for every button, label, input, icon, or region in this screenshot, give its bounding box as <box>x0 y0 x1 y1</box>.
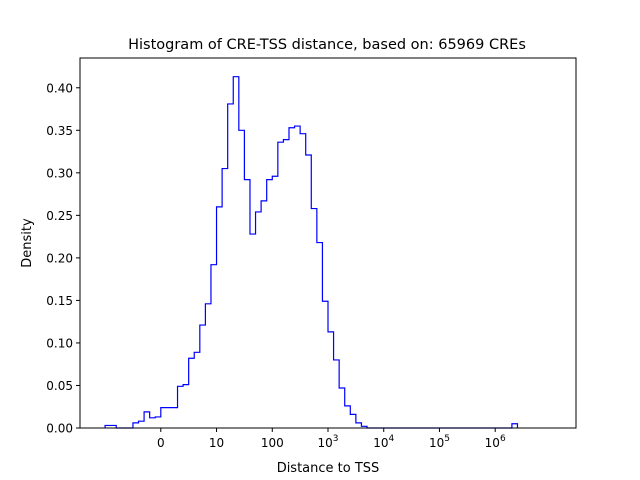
y-tick-label: 0.35 <box>46 124 73 138</box>
y-tick-label: 0.05 <box>46 379 73 393</box>
y-tick-label: 0.25 <box>46 209 73 223</box>
x-axis: 0 10 100 103 104 105 106 <box>157 428 506 450</box>
y-axis-label: Density <box>20 218 35 268</box>
y-tick-label: 0.20 <box>46 251 73 265</box>
chart-title: Histogram of CRE-TSS distance, based on:… <box>128 37 526 53</box>
x-tick-label: 104 <box>373 434 394 450</box>
x-tick-label: 105 <box>429 434 450 450</box>
y-tick-label: 0.00 <box>46 422 73 436</box>
y-tick-label: 0.15 <box>46 294 73 308</box>
y-tick-label: 0.30 <box>46 166 73 180</box>
y-tick-label: 0.40 <box>46 81 73 95</box>
x-tick-label: 100 <box>261 436 284 450</box>
y-tick-label: 0.10 <box>46 336 73 350</box>
plot-background <box>80 58 576 428</box>
x-tick-label: 10 <box>209 436 224 450</box>
x-axis-label: Distance to TSS <box>277 461 380 476</box>
x-tick-label: 0 <box>157 436 165 450</box>
y-axis: 0.00 0.05 0.10 0.15 0.20 0.25 0.30 0.35 0.40 <box>46 81 80 436</box>
x-tick-label: 106 <box>485 434 506 450</box>
x-tick-label: 103 <box>317 434 338 450</box>
plot-area <box>79 57 577 429</box>
